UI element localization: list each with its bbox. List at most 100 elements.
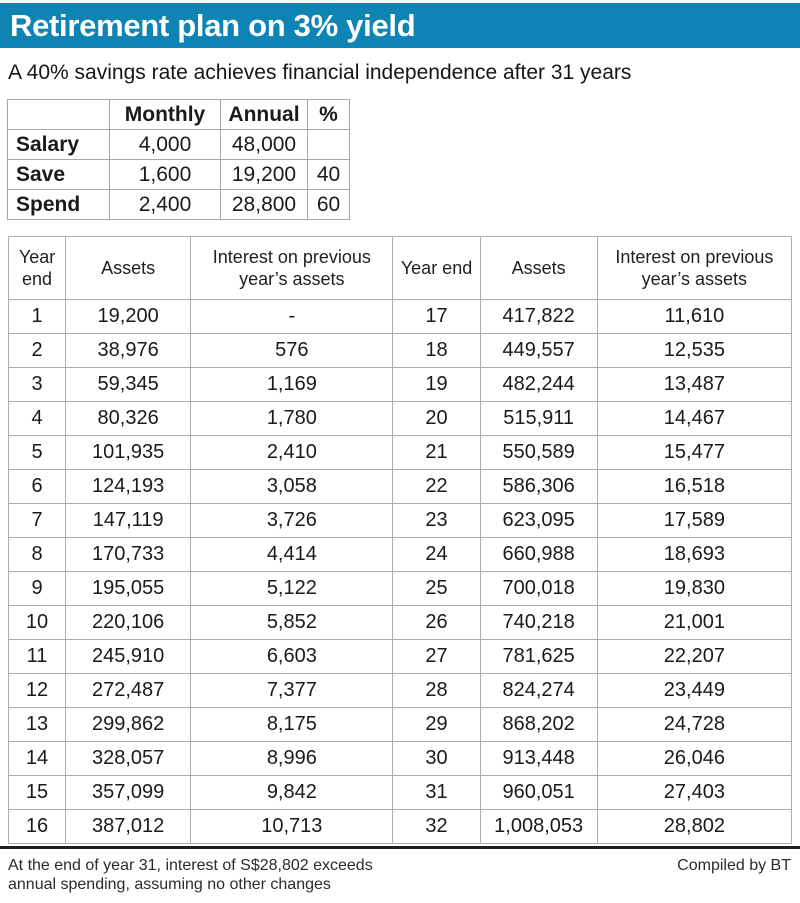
table-cell: 9 [7,571,67,606]
table-cell: 623,095 [479,503,598,538]
table-cell: 16 [7,809,67,844]
table-cell: 660,988 [479,537,598,572]
table-cell: 1,008,053 [479,809,598,844]
table-cell: 27 [392,639,481,674]
table-cell: 5,122 [190,571,394,606]
table-row: 6 124,193 3,058 22 586,306 16,518 [7,469,793,504]
table-cell: 19,830 [596,571,793,606]
table-cell: 12,535 [596,333,793,368]
table-cell: 3,058 [190,469,394,504]
footer: At the end of year 31, interest of S$28,… [0,849,800,894]
table-cell: 3 [7,367,67,402]
table-cell: 10,713 [190,809,394,844]
table-cell: 5 [7,435,67,470]
table-cell: 32 [392,809,481,844]
summary-annual-value: 19,200 [220,159,308,190]
table-row: 1 19,200-17 417,822 11,610 [7,299,793,334]
summary-header-annual: Annual [220,99,308,130]
table-cell: 101,935 [65,435,192,470]
table-cell: 19,200 [65,299,192,334]
table-cell: 6 [7,469,67,504]
page-title: Retirement plan on 3% yield [10,7,416,43]
assets-table-body: 1 19,200-17 417,822 11,610 2 38,976 576 18 449,5… [7,299,793,844]
table-cell: 29 [392,707,481,742]
table-cell: 1,169 [190,367,394,402]
table-cell: 7 [7,503,67,538]
table-cell: 449,557 [479,333,598,368]
table-cell: 781,625 [479,639,598,674]
table-cell: 245,910 [65,639,192,674]
table-cell: 170,733 [65,537,192,572]
table-cell: 10 [7,605,67,640]
header-year-end-left: Year end [7,236,67,300]
table-cell: 1 [7,299,67,334]
table-row: 13 299,862 8,175 29 868,202 24,728 [7,707,793,742]
table-cell: 1,780 [190,401,394,436]
table-cell: 576 [190,333,394,368]
table-cell: 550,589 [479,435,598,470]
table-cell: 24 [392,537,481,572]
footnote-line1: At the end of year 31, interest of S$28,… [8,857,373,874]
table-cell: 19 [392,367,481,402]
footer-rule [0,846,800,849]
table-cell: 3,726 [190,503,394,538]
summary-header-row: Monthly Annual % [7,99,350,130]
summary-monthly-value: 2,400 [109,189,221,220]
summary-pct-value: 40 [307,159,350,190]
table-cell: 20 [392,401,481,436]
table-cell: 5,852 [190,605,394,640]
summary-header-pct: % [307,99,350,130]
table-cell: 26 [392,605,481,640]
table-cell: 220,106 [65,605,192,640]
header-interest-left: Interest on previous year’s assets [190,236,394,300]
table-cell: 11 [7,639,67,674]
table-cell: 13 [7,707,67,742]
table-cell: 700,018 [479,571,598,606]
table-row: 12 272,487 7,377 28 824,274 23,449 [7,673,793,708]
table-cell: 357,099 [65,775,192,810]
header-assets-left: Assets [65,236,192,300]
table-row: 15 357,099 9,842 31 960,051 27,403 [7,775,793,810]
table-cell: 30 [392,741,481,776]
footnote-line2: annual spending, assuming no other chang… [8,876,331,893]
table-cell: 387,012 [65,809,192,844]
table-row: 9 195,055 5,122 25 700,018 19,830 [7,571,793,606]
table-cell: 328,057 [65,741,192,776]
table-row: 7 147,119 3,726 23 623,095 17,589 [7,503,793,538]
table-cell: 8,996 [190,741,394,776]
table-cell: 23,449 [596,673,793,708]
table-cell: 25 [392,571,481,606]
table-cell: 17 [392,299,481,334]
header-banner: Retirement plan on 3% yield [0,3,800,48]
summary-label: Save [7,159,110,190]
table-cell: 31 [392,775,481,810]
page-subtitle: A 40% savings rate achieves financial in… [8,61,632,84]
header-interest-right: Interest on previous year’s assets [596,236,793,300]
table-cell: 22,207 [596,639,793,674]
table-row: 16 387,012 10,713 32 1,008,053 28,802 [7,809,793,844]
table-cell: 15,477 [596,435,793,470]
table-row: 10 220,106 5,852 26 740,218 21,001 [7,605,793,640]
table-cell: 12 [7,673,67,708]
table-cell: 586,306 [479,469,598,504]
summary-label: Salary [7,129,110,160]
summary-annual-value: 48,000 [220,129,308,160]
table-cell: 15 [7,775,67,810]
table-cell: 824,274 [479,673,598,708]
table-cell: 6,603 [190,639,394,674]
table-cell: 9,842 [190,775,394,810]
summary-row-spend: Spend 2,400 28,800 60 [7,189,350,220]
table-cell: 21,001 [596,605,793,640]
table-row: 11 245,910 6,603 27 781,625 22,207 [7,639,793,674]
table-cell: 16,518 [596,469,793,504]
table-cell: 18,693 [596,537,793,572]
summary-annual-value: 28,800 [220,189,308,220]
summary-row-save: Save 1,600 19,200 40 [7,159,350,190]
table-cell: 17,589 [596,503,793,538]
table-cell: - [190,299,394,334]
table-row: 4 80,326 1,780 20 515,911 14,467 [7,401,793,436]
table-cell: 24,728 [596,707,793,742]
table-cell: 195,055 [65,571,192,606]
header-assets-right: Assets [479,236,598,300]
summary-header-empty [7,99,110,130]
